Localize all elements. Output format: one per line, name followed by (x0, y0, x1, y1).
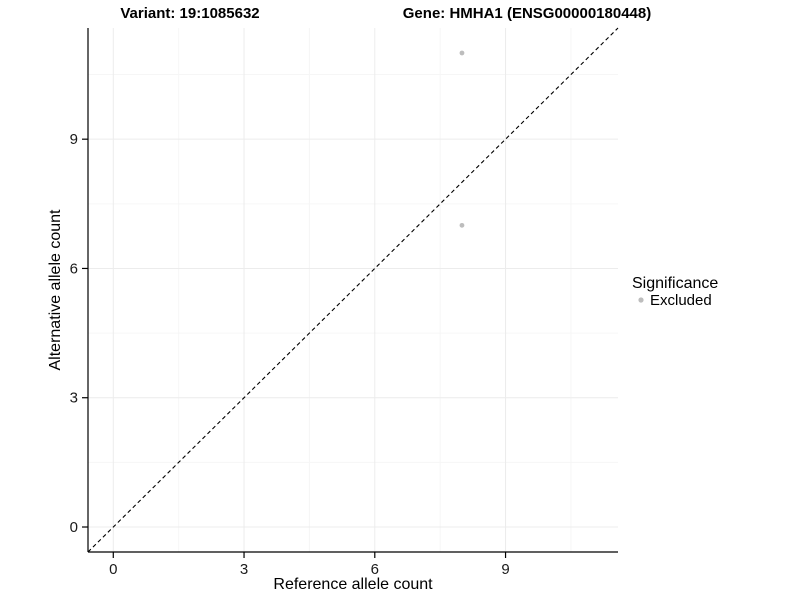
variant-title: Variant: 19:1085632 (120, 5, 259, 22)
x-tick-label: 3 (240, 561, 248, 578)
y-tick-label: 9 (70, 131, 78, 148)
y-tick-label: 6 (70, 260, 78, 277)
data-point (459, 222, 465, 228)
x-tick-label: 0 (109, 561, 117, 578)
x-tick-label: 9 (501, 561, 509, 578)
y-tick-label: 0 (70, 519, 78, 536)
tick-marks (82, 138, 507, 558)
legend-key-dot (638, 297, 644, 303)
identity-line-group (87, 27, 619, 553)
x-tick-label: 6 (371, 561, 379, 578)
tick-labels: 0 3 6 9 0 3 6 9 (70, 131, 510, 578)
axis-lines (87, 28, 618, 553)
y-axis-title: Alternative allele count (47, 209, 64, 371)
legend-item-label: Excluded (650, 292, 712, 309)
y-tick-label: 3 (70, 390, 78, 407)
gene-title: Gene: HMHA1 (ENSG00000180448) (403, 5, 651, 22)
data-points (459, 50, 465, 228)
grid-minor-lines (88, 28, 618, 552)
data-point (459, 50, 465, 56)
legend-title: Significance (632, 275, 718, 292)
legend-items: Excluded (638, 292, 712, 309)
grid-major-lines (88, 28, 618, 552)
identity-line (87, 27, 619, 553)
x-axis-title: Reference allele count (273, 576, 433, 593)
